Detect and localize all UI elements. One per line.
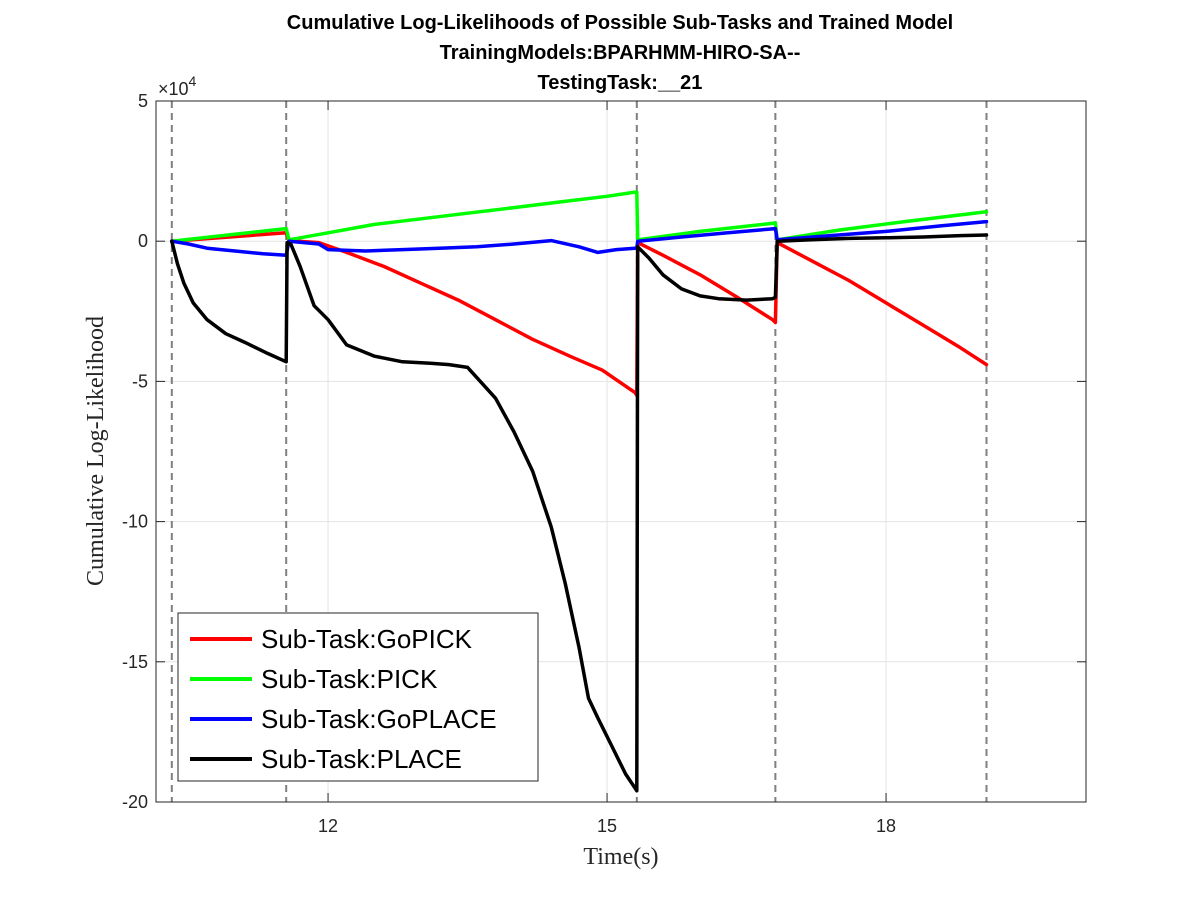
x-tick-label: 15 [597,816,617,836]
y-tick-label: -5 [132,371,148,391]
y-axis-label: Cumulative Log-Likelihood [83,316,109,586]
y-tick-label: -20 [122,792,148,812]
legend: Sub-Task:GoPICK Sub-Task:PICK Sub-Task:GoP… [177,612,539,782]
plot-border [155,100,1087,803]
legend-label: Sub-Task:GoPLACE [261,704,497,734]
x-tick-label: 18 [876,816,896,836]
y-tick-label: -15 [122,652,148,672]
series-line-sub-task-goplace [170,219,989,257]
series-line-sub-task-place [170,233,989,793]
legend-label: Sub-Task:PICK [261,664,438,694]
chart-title: Cumulative Log-Likelihoods of Possible S… [287,12,953,94]
title-line-1: Cumulative Log-Likelihoods of Possible S… [287,12,953,34]
series-lines [170,190,989,793]
exponent-power: 4 [189,73,197,89]
legend-label: Sub-Task:PLACE [261,744,462,774]
title-line-3: TestingTask:__21 [538,72,703,94]
ticks: 12 15 18 5 0 -5 -10 -15 -20 [122,91,1086,836]
y-axis-exponent: ×104 [158,73,197,99]
title-line-2: TrainingModels:BPARHMM-HIRO-SA-- [440,42,801,64]
y-tick-label: 0 [138,231,148,251]
legend-label: Sub-Task:GoPICK [261,624,473,654]
y-tick-label: 5 [138,91,148,111]
x-axis-label: Time(s) [583,844,658,870]
svg-text:×104: ×104 [158,73,197,99]
y-tick-label: -10 [122,512,148,532]
exponent-base: ×10 [158,79,189,99]
x-tick-label: 12 [318,816,338,836]
